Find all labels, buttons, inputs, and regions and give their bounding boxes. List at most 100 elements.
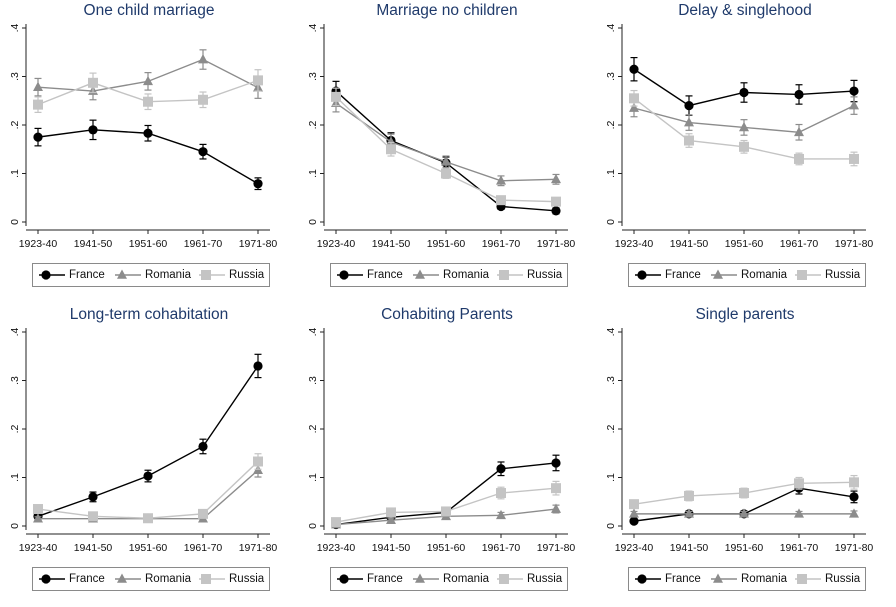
legend-label: Russia	[229, 269, 265, 281]
y-tick-label: .2	[9, 120, 21, 129]
y-tick-label: 0	[9, 523, 21, 529]
legend-key	[39, 270, 65, 280]
y-tick-label: .2	[307, 120, 319, 129]
legend-marker	[201, 270, 211, 280]
legend-label: France	[665, 573, 701, 585]
legend-marker	[117, 573, 127, 583]
data-point	[143, 96, 153, 107]
y-tick-label: 0	[605, 219, 617, 225]
data-point	[551, 196, 561, 207]
data-point	[253, 179, 263, 189]
data-point	[629, 102, 639, 112]
y-tick-label: .1	[307, 169, 319, 178]
x-tick-label: 1961-70	[482, 238, 521, 250]
data-point	[794, 126, 804, 137]
data-point	[739, 488, 749, 499]
x-tick-label: 1941-50	[670, 542, 709, 554]
data-point	[143, 471, 153, 481]
x-tick-label: 1941-50	[74, 238, 113, 250]
x-tick-label: 1923-40	[19, 542, 58, 554]
y-tick-label: .1	[307, 473, 319, 482]
legend-marker	[117, 269, 127, 279]
data-point	[551, 173, 561, 184]
data-point	[198, 147, 208, 157]
legend-key	[337, 270, 363, 280]
legend-key	[337, 574, 363, 584]
legend-key	[199, 270, 225, 280]
chart-plot: .4 .3 .2 .1 0 1923-40 1941-50 1951-60 1961-70 197…	[605, 327, 873, 554]
data-point	[88, 492, 98, 502]
series-russia	[33, 453, 263, 524]
legend-marker	[797, 574, 807, 584]
series-romania	[331, 93, 561, 187]
x-tick-label: 1951-60	[725, 542, 764, 554]
x-tick-label: 1971-80	[537, 542, 576, 554]
data-point	[849, 477, 859, 488]
legend-marker	[201, 574, 211, 584]
x-tick-label: 1951-60	[129, 542, 168, 554]
data-point	[386, 144, 396, 155]
series-russia	[629, 474, 859, 510]
series-russia	[33, 69, 263, 113]
legend: France Romania Russia	[32, 567, 270, 591]
data-point	[386, 514, 396, 524]
legend-label: Romania	[443, 269, 490, 281]
data-point	[88, 125, 98, 135]
y-tick-label: .4	[605, 23, 617, 32]
legend-label: Russia	[825, 573, 861, 585]
data-point	[739, 508, 749, 518]
y-tick-label: .1	[9, 169, 21, 178]
series-line	[335, 90, 557, 212]
y-tick-label: .1	[605, 473, 617, 482]
x-tick-label: 1923-40	[19, 238, 58, 250]
data-point	[253, 75, 263, 86]
data-point	[33, 513, 43, 523]
data-point	[849, 100, 859, 110]
y-tick-label: .4	[9, 23, 21, 32]
y-tick-label: .2	[605, 424, 617, 433]
data-point	[496, 175, 506, 185]
y-tick-label: .4	[9, 327, 21, 336]
legend-marker	[637, 270, 647, 280]
series-line	[335, 96, 557, 203]
series-russia	[331, 480, 561, 528]
series-romania	[629, 96, 859, 141]
data-point	[496, 488, 506, 499]
chart-panel-6: Single parents .4 .3 .2 .1 0 1923-40 1941-50 195…	[596, 304, 894, 607]
series-france	[331, 80, 561, 216]
legend-marker	[637, 574, 647, 584]
data-point	[496, 195, 506, 206]
legend-key	[413, 573, 439, 583]
y-tick-label: 0	[605, 523, 617, 529]
data-point	[551, 206, 561, 216]
data-point	[143, 128, 153, 138]
data-point	[441, 506, 451, 517]
data-point	[198, 508, 208, 519]
series-russia	[629, 89, 859, 167]
x-tick-label: 1923-40	[317, 238, 356, 250]
chart-title: Long-term cohabitation	[69, 306, 229, 323]
chart-panel-5: Cohabiting Parents .4 .3 .2 .1 0 1923-40 1941-5…	[298, 304, 596, 607]
legend-label: France	[69, 269, 105, 281]
data-point	[684, 135, 694, 146]
series-france	[33, 119, 263, 191]
legend-key	[497, 574, 523, 584]
legend-key	[795, 270, 821, 280]
y-tick-label: .3	[605, 72, 617, 81]
data-point	[198, 94, 208, 105]
x-tick-label: 1941-50	[74, 542, 113, 554]
data-point	[33, 81, 43, 91]
data-point	[629, 499, 639, 510]
data-point	[684, 490, 694, 501]
legend-marker	[339, 574, 349, 584]
legend-marker	[713, 573, 723, 583]
data-point	[88, 511, 98, 522]
legend-label: France	[69, 573, 105, 585]
data-point	[794, 508, 804, 518]
x-tick-label: 1951-60	[129, 238, 168, 250]
chart-plot: .4 .3 .2 .1 0 1923-40 1941-50 1951-60 1961-70 197…	[9, 23, 277, 250]
legend-marker	[339, 270, 349, 280]
y-tick-label: 0	[9, 219, 21, 225]
data-point	[849, 153, 859, 164]
